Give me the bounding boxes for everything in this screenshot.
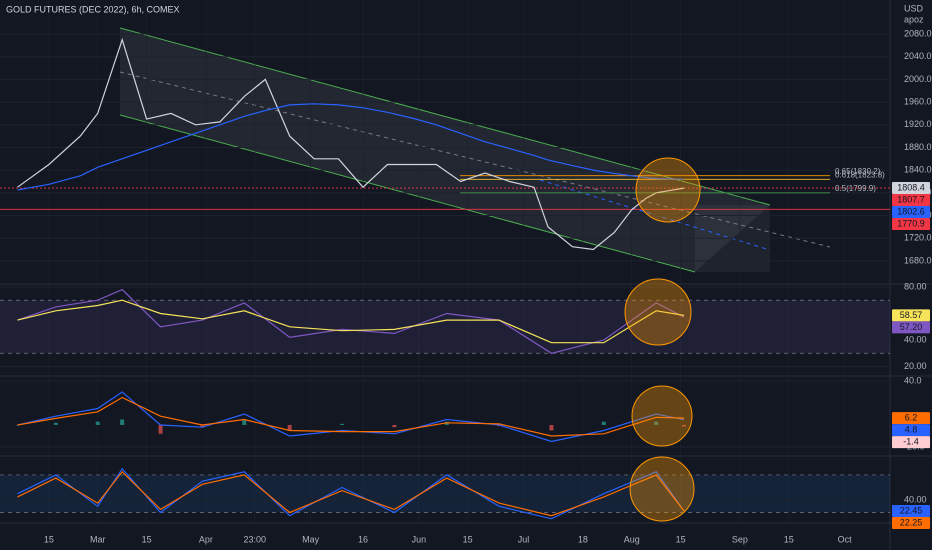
price-tag-label: 6.2 <box>905 413 918 423</box>
price-tag-label: -1.4 <box>903 437 919 447</box>
x-tick-label: 18 <box>578 534 588 544</box>
scale-note: apoz <box>904 14 924 24</box>
price-tag-label: 22.25 <box>900 517 923 527</box>
x-tick-label: 15 <box>142 534 152 544</box>
price-tag-label: 57.20 <box>900 322 923 332</box>
histogram-bar <box>392 424 397 428</box>
x-tick-label: Aug <box>624 534 640 544</box>
y-tick-label: 1720.0 <box>904 233 932 243</box>
x-tick-label: 23:00 <box>244 534 267 544</box>
price-tag <box>892 516 930 529</box>
y-tick-label: 1920.0 <box>904 119 932 129</box>
price-tag-label: 4.8 <box>905 425 918 435</box>
histogram-bar <box>340 423 345 425</box>
highlight-circle <box>635 157 701 223</box>
currency-label: USD <box>904 3 924 13</box>
series-line <box>17 288 685 354</box>
histogram-bar <box>120 419 125 425</box>
price-tag <box>892 309 930 322</box>
fib-label: 0.5(1799.9) <box>835 184 876 193</box>
y-tick-label: 40.0 <box>904 375 922 385</box>
price-tag <box>892 436 930 449</box>
price-tag <box>892 412 930 425</box>
x-tick-label: Jul <box>518 534 530 544</box>
histogram-bar <box>682 424 687 427</box>
series-line <box>17 37 685 251</box>
histogram-bar <box>549 424 554 431</box>
histogram-bar <box>200 424 205 428</box>
y-tick-label: 40.00 <box>904 334 927 344</box>
histogram-bar <box>15 424 20 426</box>
price-tag <box>892 182 930 195</box>
series-line <box>17 299 685 344</box>
y-tick-label: 1840.0 <box>904 165 932 175</box>
channel-lower <box>119 114 696 273</box>
x-tick-label: Apr <box>199 534 213 544</box>
y-tick-label: 80.00 <box>904 281 927 291</box>
y-tick-label: 2080.0 <box>904 28 932 38</box>
price-tag <box>892 218 930 231</box>
x-tick-label: Jun <box>412 534 427 544</box>
series-line <box>17 103 685 191</box>
price-tag <box>892 206 930 219</box>
price-tag <box>892 424 930 437</box>
chart-title: GOLD FUTURES (DEC 2022), 6h, COMEX <box>6 4 180 14</box>
price-tag-label: 58.57 <box>900 310 923 320</box>
y-tick-label: 1680.0 <box>904 255 932 265</box>
x-tick-label: Mar <box>90 534 106 544</box>
x-tick-label: 15 <box>676 534 686 544</box>
y-tick-label: 2040.0 <box>904 51 932 61</box>
price-tag-label: 1770.9 <box>897 218 925 228</box>
price-tag <box>892 504 930 517</box>
fib-label: 0.65(1830.2) <box>835 167 881 176</box>
series-line <box>17 391 685 443</box>
price-tag-label: 1802.6 <box>897 206 925 216</box>
y-tick-label: 1880.0 <box>904 142 932 152</box>
x-tick-label: May <box>302 534 320 544</box>
series-line <box>17 396 685 437</box>
histogram-bar <box>95 421 100 425</box>
histogram-bar <box>601 421 606 425</box>
y-tick-label: 2000.0 <box>904 74 932 84</box>
fib-label: 0.618(1823.8) <box>835 170 885 179</box>
x-tick-label: Oct <box>838 534 853 544</box>
highlight-circle <box>624 278 692 346</box>
y-tick-label: 1960.0 <box>904 96 932 106</box>
histogram-bar <box>158 424 163 434</box>
x-tick-label: 15 <box>784 534 794 544</box>
highlight-circle <box>631 385 693 447</box>
price-tag-label: 1807.7 <box>897 194 925 204</box>
channel-fill <box>120 28 770 272</box>
histogram-bar <box>287 424 292 431</box>
price-tag <box>892 194 930 207</box>
series-line <box>17 470 685 517</box>
x-tick-label: 16 <box>358 534 368 544</box>
band <box>0 300 890 354</box>
price-tag <box>892 321 930 334</box>
price-tag-label: 22.45 <box>900 505 923 515</box>
x-tick-label: 15 <box>463 534 473 544</box>
x-tick-label: Sep <box>732 534 748 544</box>
channel-mid <box>119 71 831 248</box>
y-tick-label: 40.00 <box>904 494 927 504</box>
y-tick-label: 20.00 <box>904 361 927 371</box>
histogram-bar <box>242 419 247 425</box>
price-tag-label: 1808.4 <box>897 182 925 192</box>
histogram-bar <box>654 421 659 425</box>
histogram-bar <box>53 422 58 425</box>
x-tick-label: 15 <box>44 534 54 544</box>
highlight-circle <box>629 456 695 522</box>
band <box>0 474 890 513</box>
